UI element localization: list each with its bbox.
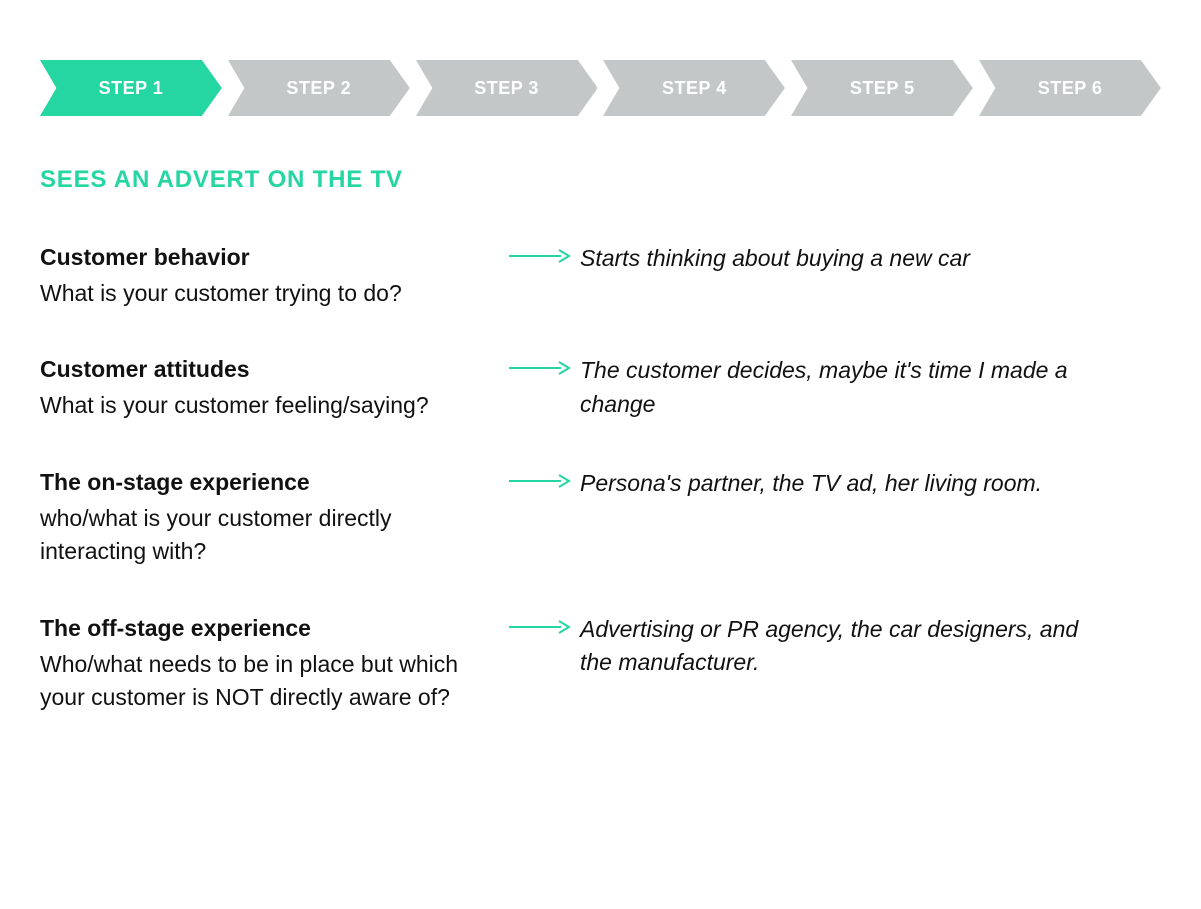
question-subtitle: What is your customer feeling/saying? <box>40 389 500 422</box>
step-label: STEP 5 <box>850 78 915 99</box>
row: The on-stage experience who/what is your… <box>40 467 1161 569</box>
step-heading: SEES AN ADVERT ON THE TV <box>40 166 1161 194</box>
step-3[interactable]: STEP 3 <box>416 60 598 116</box>
step-label: STEP 4 <box>662 78 727 99</box>
question-title: The on-stage experience <box>40 467 500 498</box>
arrow-icon <box>500 613 580 635</box>
step-2[interactable]: STEP 2 <box>228 60 410 116</box>
arrow-icon <box>500 242 580 264</box>
question-title: Customer behavior <box>40 242 500 273</box>
question-title: Customer attitudes <box>40 354 500 385</box>
step-1[interactable]: STEP 1 <box>40 60 222 116</box>
stepper: STEP 1 STEP 2 STEP 3 STEP 4 STEP 5 STEP … <box>40 60 1161 116</box>
rows-container: Customer behavior What is your customer … <box>40 242 1161 714</box>
question-block: The on-stage experience who/what is your… <box>40 467 500 569</box>
step-6[interactable]: STEP 6 <box>979 60 1161 116</box>
question-block: Customer attitudes What is your customer… <box>40 354 500 422</box>
question-block: The off-stage experience Who/what needs … <box>40 613 500 715</box>
question-subtitle: who/what is your customer directly inter… <box>40 502 500 569</box>
answer-text: Advertising or PR agency, the car design… <box>580 613 1161 680</box>
row: Customer attitudes What is your customer… <box>40 354 1161 422</box>
row: The off-stage experience Who/what needs … <box>40 613 1161 715</box>
question-subtitle: What is your customer trying to do? <box>40 277 500 310</box>
step-label: STEP 1 <box>99 78 164 99</box>
answer-text: The customer decides, maybe it's time I … <box>580 354 1161 421</box>
step-label: STEP 3 <box>474 78 539 99</box>
step-5[interactable]: STEP 5 <box>791 60 973 116</box>
answer-text: Starts thinking about buying a new car <box>580 242 1161 275</box>
question-block: Customer behavior What is your customer … <box>40 242 500 310</box>
step-label: STEP 6 <box>1038 78 1103 99</box>
step-label: STEP 2 <box>286 78 351 99</box>
answer-text: Persona's partner, the TV ad, her living… <box>580 467 1161 500</box>
step-4[interactable]: STEP 4 <box>603 60 785 116</box>
question-title: The off-stage experience <box>40 613 500 644</box>
arrow-icon <box>500 467 580 489</box>
row: Customer behavior What is your customer … <box>40 242 1161 310</box>
arrow-icon <box>500 354 580 376</box>
question-subtitle: Who/what needs to be in place but which … <box>40 648 500 715</box>
